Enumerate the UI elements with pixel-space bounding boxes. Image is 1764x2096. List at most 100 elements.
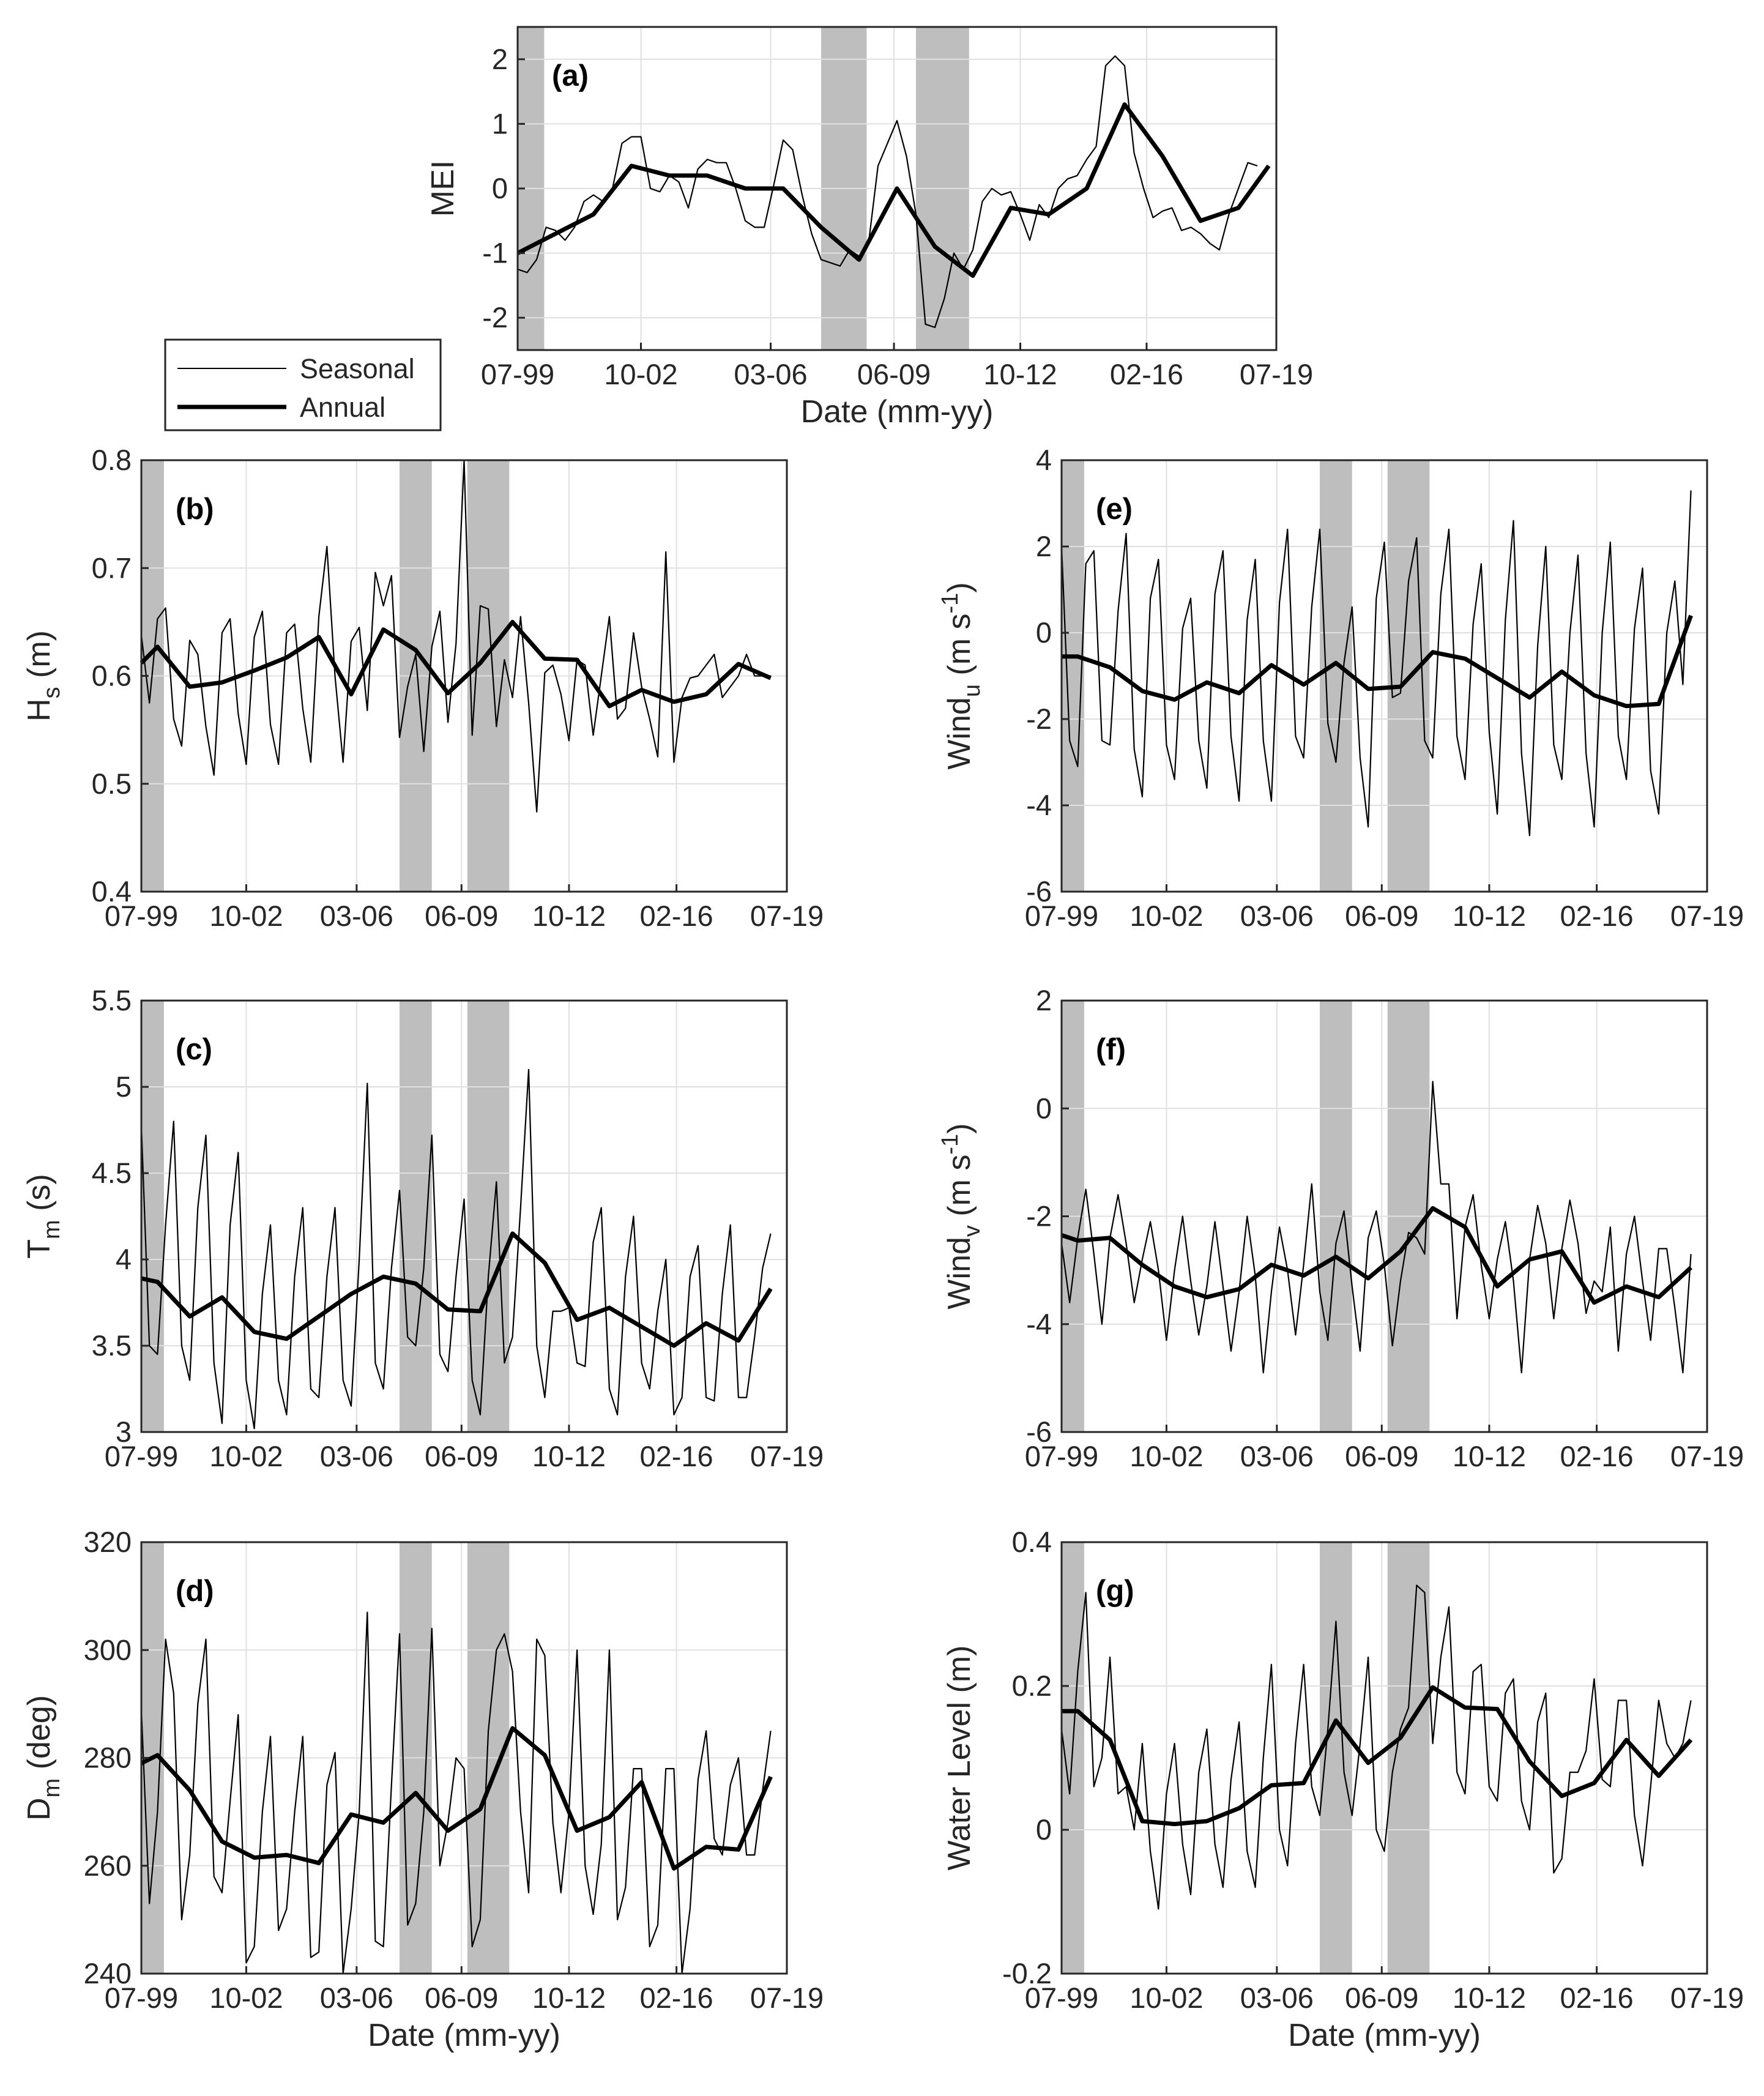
x-tick-label-b-4: 10-12 (532, 900, 606, 932)
axes-frame-e (1060, 459, 1708, 893)
y-axis-label-main-g: Water Level (m) (942, 1646, 977, 1871)
annual-line-b (140, 619, 772, 709)
axes-frame-g (1060, 1541, 1708, 1975)
y-tick-label-a-1: -1 (482, 237, 508, 269)
seasonal-line-b (140, 459, 771, 813)
y-axis-label-b: Hs (m) (21, 630, 65, 722)
x-tick-label-d-4: 10-12 (532, 1982, 606, 2014)
panel-label-e: (e) (1096, 493, 1133, 526)
seasonal-line-a (517, 55, 1258, 329)
x-tick-label-b-6: 07-19 (750, 900, 824, 932)
y-axis-label-main-d: D (21, 1797, 57, 1821)
x-tick-label-a-2: 03-06 (734, 358, 807, 390)
y-axis-label-sub-e: u (959, 684, 985, 697)
x-tick-label-e-4: 10-12 (1453, 900, 1526, 932)
annual-line-f (1060, 1206, 1692, 1305)
y-tick-label-g-2: 0.2 (1012, 1669, 1052, 1702)
seasonal-line-d (140, 1611, 772, 1975)
y-tick-label-g-1: 0 (1036, 1813, 1052, 1846)
axes-frame-c (140, 999, 788, 1433)
y-tick-label-f-4: 2 (1036, 984, 1052, 1016)
x-tick-label-f-4: 10-12 (1453, 1440, 1526, 1472)
y-tick-label-f-1: -4 (1026, 1308, 1052, 1340)
y-axis-label-tail-e: (m s (942, 613, 977, 684)
y-tick-label-f-0: -6 (1026, 1415, 1052, 1448)
y-tick-label-b-0: 0.4 (92, 875, 132, 908)
x-tick-label-g-4: 10-12 (1453, 1982, 1526, 2014)
shaded-period-c-2 (467, 1001, 510, 1432)
y-tick-label-c-2: 4 (116, 1243, 132, 1275)
annual-line-c (141, 1231, 773, 1348)
annual-line-g (1062, 1685, 1693, 1827)
x-axis-label-a: Date (mm-yy) (801, 394, 994, 430)
annual-line-a (516, 102, 1271, 278)
x-tick-label-b-5: 02-16 (639, 900, 713, 932)
y-tick-label-d-3: 300 (84, 1633, 132, 1666)
annual-line-e (1062, 614, 1693, 709)
x-tick-label-f-3: 06-09 (1345, 1440, 1418, 1472)
y-tick-label-c-4: 5 (116, 1070, 132, 1103)
y-axis-label-sub-c: m (39, 1220, 65, 1239)
y-tick-label-e-5: 4 (1036, 444, 1052, 476)
y-axis-label-a: MEI (425, 160, 461, 217)
y-axis-label-close-f: ) (942, 1123, 977, 1133)
y-tick-label-a-2: 0 (492, 172, 508, 204)
x-tick-label-e-1: 10-02 (1129, 900, 1203, 932)
x-tick-label-a-4: 10-12 (983, 358, 1057, 390)
x-tick-label-c-4: 10-12 (532, 1440, 606, 1472)
plot-area-c (141, 1001, 787, 1432)
panel-label-g: (g) (1096, 1575, 1134, 1608)
x-tick-label-b-0: 07-99 (105, 900, 178, 932)
y-axis-label-c: Tm (s) (21, 1174, 65, 1259)
y-axis-label-g: Water Level (m) (942, 1646, 977, 1871)
legend-annual-label: Annual (300, 392, 385, 423)
x-axis-label-d: Date (mm-yy) (368, 2018, 560, 2053)
plot-area-e (1062, 460, 1707, 892)
legend: Seasonal Annual (164, 338, 442, 431)
y-axis-label-sub-d: m (39, 1778, 65, 1798)
x-tick-label-f-1: 10-02 (1129, 1440, 1203, 1472)
y-axis-label-tail-c: (s) (21, 1174, 57, 1220)
x-tick-label-g-6: 07-19 (1670, 1982, 1744, 2014)
x-tick-label-c-3: 06-09 (425, 1440, 498, 1472)
x-tick-label-a-1: 10-02 (604, 358, 677, 390)
x-tick-label-d-5: 02-16 (639, 1982, 713, 2014)
y-axis-label-sup-e: -1 (937, 593, 963, 614)
y-tick-label-f-2: -2 (1026, 1200, 1052, 1233)
y-axis-label-tail-f: (m s (942, 1155, 977, 1226)
y-axis-label-sub-b: s (39, 687, 65, 698)
y-tick-label-d-0: 240 (84, 1957, 132, 1990)
x-tick-label-c-6: 07-19 (750, 1440, 824, 1472)
annual-line-d (140, 1726, 773, 1871)
x-tick-label-e-3: 06-09 (1345, 900, 1418, 932)
x-tick-label-b-2: 03-06 (320, 900, 393, 932)
panel-a: 07-99 10-02 03-06 06-09 10-12 02-16 07-19 -2 -1 0… (425, 26, 1313, 430)
y-axis-label-sub-f: v (959, 1225, 985, 1237)
x-tick-label-b-3: 06-09 (425, 900, 498, 932)
x-tick-label-a-5: 02-16 (1110, 358, 1183, 390)
seasonal-line-e (1060, 490, 1692, 837)
y-tick-label-b-2: 0.6 (92, 660, 132, 692)
y-axis-label-f: Windv (m s-1) (937, 1123, 985, 1309)
x-tick-label-e-2: 03-06 (1240, 900, 1314, 932)
y-tick-label-g-3: 0.4 (1012, 1526, 1052, 1558)
panel-d: 07-99 10-02 03-06 06-09 10-12 02-16 07-19 240 26… (21, 1526, 824, 2053)
x-tick-label-f-6: 07-19 (1670, 1440, 1744, 1472)
y-axis-label-sup-f: -1 (937, 1134, 963, 1155)
x-tick-label-d-0: 07-99 (105, 1982, 178, 2014)
plot-area-g (1062, 1542, 1707, 1974)
y-axis-label-main-a: MEI (425, 160, 461, 217)
y-axis-label-main-f: Wind (942, 1237, 977, 1309)
x-tick-label-d-2: 03-06 (320, 1982, 393, 2014)
y-tick-label-e-0: -6 (1026, 875, 1052, 908)
y-tick-label-e-4: 2 (1036, 530, 1052, 562)
x-tick-label-c-5: 02-16 (639, 1440, 713, 1472)
x-tick-label-f-2: 03-06 (1240, 1440, 1314, 1472)
x-tick-label-c-1: 10-02 (209, 1440, 283, 1472)
panel-label-a: (a) (552, 59, 589, 92)
x-tick-label-e-6: 07-19 (1670, 900, 1744, 932)
x-tick-label-g-1: 10-02 (1129, 1982, 1203, 2014)
x-tick-label-g-3: 06-09 (1345, 1982, 1418, 2014)
y-tick-label-d-4: 320 (84, 1526, 132, 1558)
